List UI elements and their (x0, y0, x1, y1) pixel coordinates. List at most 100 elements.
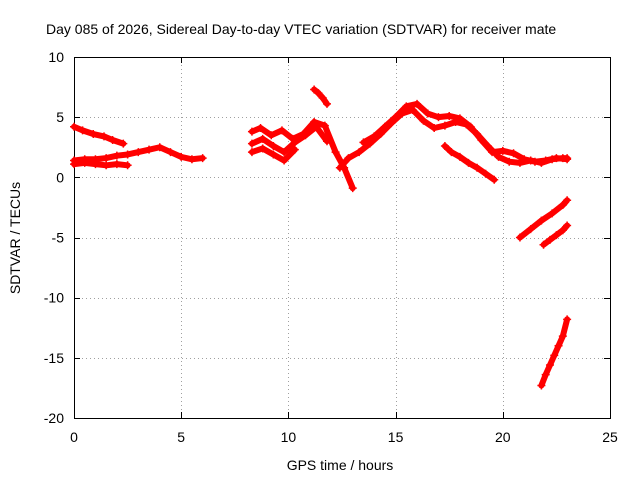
data-trace (313, 123, 330, 145)
data-point (541, 370, 550, 379)
data-trace (482, 170, 498, 183)
data-point (481, 169, 490, 178)
data-point (145, 145, 154, 154)
data-point (78, 126, 87, 135)
y-tick-label: -5 (52, 230, 65, 246)
data-point (112, 160, 121, 169)
data-point (112, 151, 121, 160)
y-axis-label: SDTVAR / TECUs (7, 182, 23, 294)
data-point (198, 154, 207, 163)
data-point (520, 155, 529, 164)
series-sat-f (247, 144, 299, 165)
data-point (548, 209, 557, 218)
x-axis-label: GPS time / hours (287, 457, 394, 473)
data-point (258, 144, 267, 153)
data-point (537, 381, 546, 390)
data-point (515, 233, 524, 242)
data-point (550, 351, 559, 360)
data-point (108, 136, 117, 145)
y-tick-label: 10 (48, 49, 64, 65)
data-point (455, 114, 464, 123)
data-point (322, 99, 331, 108)
data-point (247, 127, 256, 136)
y-tick-label: 0 (56, 169, 64, 185)
data-point (526, 225, 535, 234)
data-point (314, 89, 323, 98)
data-point (558, 226, 567, 235)
series-sat-m (537, 315, 572, 390)
data-point (123, 150, 132, 159)
data-point (155, 143, 164, 152)
data-point (488, 148, 497, 157)
x-tick-label: 0 (70, 429, 78, 445)
data-point (563, 155, 572, 164)
data-point (256, 123, 265, 132)
data-point (552, 154, 561, 163)
data-point (541, 156, 550, 165)
data-point (539, 240, 548, 249)
data-point (177, 152, 186, 161)
data-point (310, 117, 319, 126)
data-point (322, 137, 331, 146)
data-trace (281, 146, 298, 164)
data-point (423, 109, 432, 118)
data-point (312, 122, 321, 131)
data-point (269, 150, 278, 159)
data-point (301, 131, 310, 140)
data-point (269, 142, 278, 151)
data-point (473, 163, 482, 172)
data-point (563, 315, 572, 324)
data-point (498, 146, 507, 155)
data-point (102, 154, 111, 163)
series-sat-j (440, 142, 499, 184)
data-trace (341, 164, 356, 192)
data-point (391, 113, 400, 122)
data-point (247, 139, 256, 148)
data-point (91, 160, 100, 169)
data-point (280, 148, 289, 157)
data-point (563, 196, 572, 205)
data-point (440, 121, 449, 130)
series-sat-k (515, 196, 572, 242)
tick-labels: 0 5 10 15 20 25 -20 -15 -10 -5 0 5 10 (44, 49, 618, 445)
data-point (545, 361, 554, 370)
data-point (277, 126, 286, 135)
data-point (380, 122, 389, 131)
data-point (166, 148, 175, 157)
data-point (490, 175, 499, 184)
data-point (247, 148, 256, 157)
data-point (290, 138, 299, 147)
data-point (447, 148, 456, 157)
x-tick-label: 15 (388, 429, 404, 445)
series-sat-i (359, 99, 572, 166)
data-point (537, 216, 546, 225)
data-point (258, 134, 267, 143)
data-trace (321, 122, 339, 156)
x-tick-label: 10 (281, 429, 297, 445)
y-tick-label: -20 (44, 410, 64, 426)
series-sat-c (70, 158, 132, 170)
data-point (359, 138, 368, 147)
data-point (331, 148, 340, 157)
data-point (434, 113, 443, 122)
x-tick-label: 5 (177, 429, 185, 445)
data-point (102, 161, 111, 170)
y-tick-label: -15 (44, 350, 64, 366)
data-point (320, 121, 329, 130)
data-points (70, 85, 572, 390)
data-point (100, 132, 109, 141)
data-point (348, 184, 357, 193)
data-point (370, 132, 379, 141)
data-point (558, 201, 567, 210)
data-point (545, 235, 554, 244)
data-point (187, 155, 196, 164)
data-point (318, 93, 327, 102)
data-point (413, 99, 422, 108)
data-point (310, 85, 319, 94)
data-point (430, 123, 439, 132)
data-point (344, 154, 353, 163)
y-tick-label: -10 (44, 290, 64, 306)
series-sat-a (70, 122, 128, 148)
series-sat-l (539, 221, 572, 249)
